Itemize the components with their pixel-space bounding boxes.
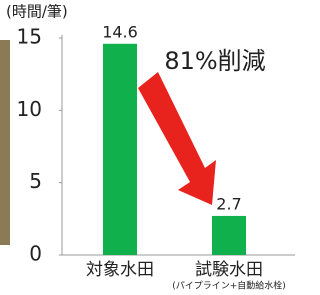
- value-label: 2.7: [216, 194, 241, 213]
- arrow: [138, 72, 216, 205]
- annotation: 81%削減: [164, 47, 265, 75]
- bar: [103, 44, 137, 255]
- y-axis-label: (時間/筆): [6, 3, 68, 21]
- y-tick-label: 0: [29, 242, 42, 266]
- y-tick-label: 5: [29, 169, 42, 193]
- x-tick-label: 対象水田: [86, 260, 154, 280]
- bar: [212, 216, 246, 255]
- x-tick-label: 試験水田: [195, 260, 263, 280]
- value-label: 14.6: [102, 22, 138, 41]
- chart: (時間/筆) 81%削減 (パイプライン+自動給水栓) 0 5 10 15 対象水田 14…: [0, 0, 295, 295]
- y-tick-label: 15: [17, 25, 42, 49]
- photo-strip: [0, 40, 10, 245]
- category-note: (パイプライン+自動給水栓): [172, 280, 286, 292]
- y-tick-label: 10: [17, 97, 42, 121]
